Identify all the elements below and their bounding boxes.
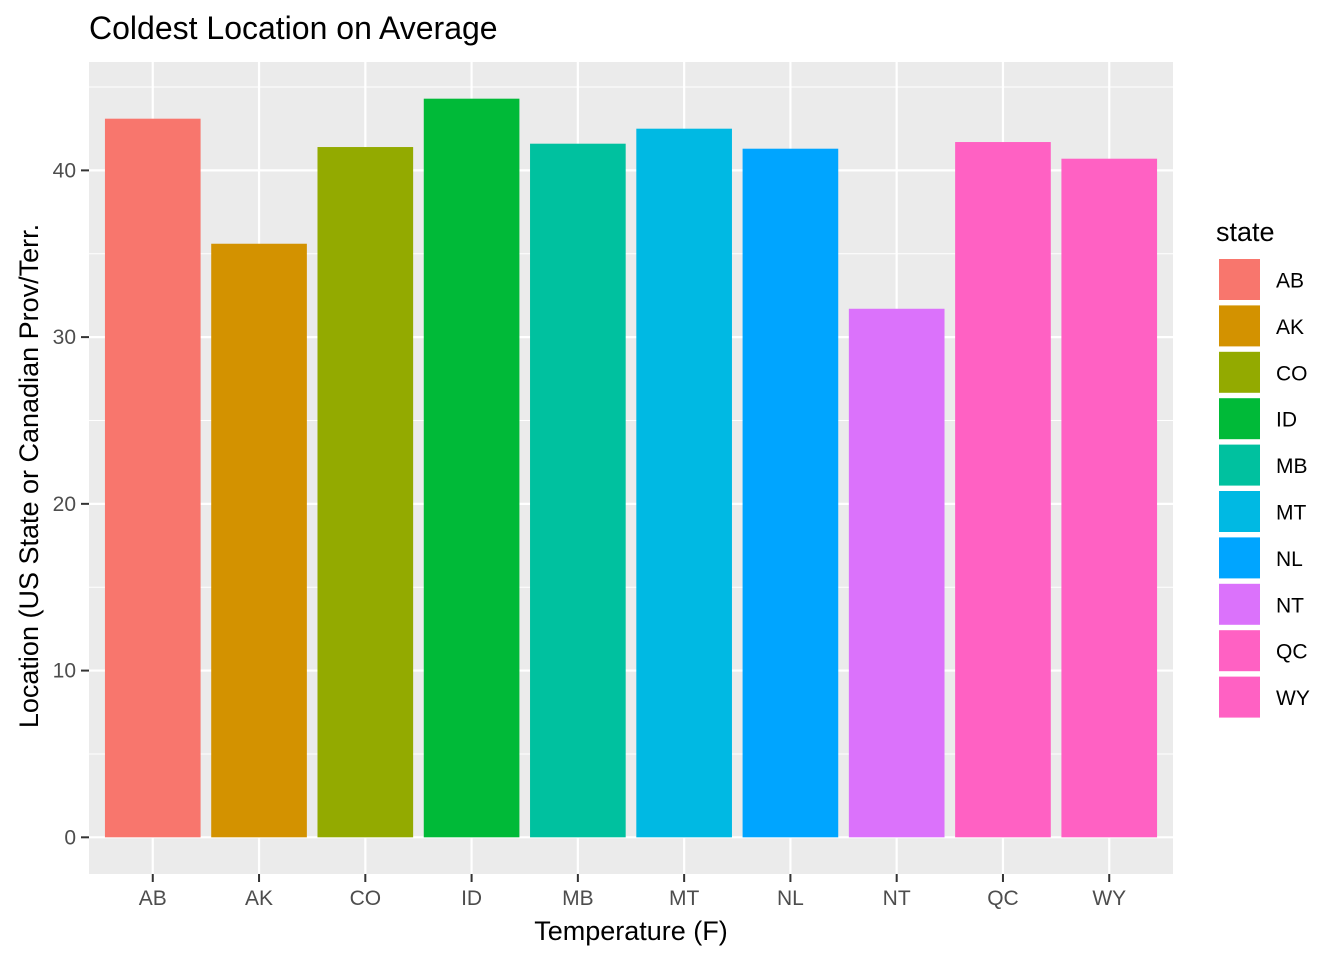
x-tick-label: NT [883, 887, 911, 910]
legend-key-mb [1217, 442, 1262, 488]
bar-nl [742, 148, 839, 838]
legend-key-nt [1217, 581, 1262, 627]
legend-label: WY [1276, 687, 1310, 710]
legend-label: MT [1276, 502, 1306, 525]
y-tick-label: 20 [53, 493, 76, 516]
legend-title: state [1216, 217, 1275, 247]
bar-ak [211, 243, 307, 838]
legend-label: QC [1276, 641, 1308, 664]
legend-key-id [1217, 396, 1262, 442]
bar-mb [530, 143, 626, 838]
bars [104, 98, 1158, 838]
bar-ab [104, 118, 201, 838]
legend-key-ak [1217, 303, 1262, 349]
legend-label: NL [1276, 548, 1303, 571]
y-axis-label: Location (US State or Canadian Prov/Terr… [14, 224, 44, 728]
bar-nt [848, 308, 945, 838]
y-tick-label: 0 [64, 826, 76, 849]
y-axis: 0 10 20 30 40 [53, 159, 89, 849]
legend-key-mt [1217, 489, 1262, 534]
legend-label: AK [1276, 316, 1304, 339]
legend-key-ab [1217, 257, 1262, 302]
legend: state AB AK CO ID MB MT NL NT QC WY [1216, 217, 1310, 720]
x-axis-label: Temperature (F) [534, 916, 728, 946]
chart-title: Coldest Location on Average [89, 10, 498, 46]
x-tick-label: QC [987, 887, 1019, 910]
x-tick-label: ID [461, 887, 482, 910]
legend-label: ID [1276, 409, 1297, 432]
x-tick-label: AB [139, 887, 167, 910]
bar-co [317, 147, 414, 838]
bar-mt [636, 128, 732, 838]
legend-label: MB [1276, 455, 1308, 478]
bar-wy [1061, 158, 1158, 838]
x-tick-label: AK [245, 887, 273, 910]
x-axis: AB AK CO ID MB MT NL NT QC WY [139, 874, 1126, 910]
legend-label: CO [1276, 362, 1308, 385]
x-tick-label: WY [1092, 887, 1126, 910]
x-tick-label: CO [350, 887, 382, 910]
x-tick-label: NL [777, 887, 804, 910]
legend-key-nl [1217, 535, 1262, 581]
legend-label: AB [1276, 270, 1304, 293]
legend-key-wy [1217, 674, 1262, 720]
y-tick-label: 10 [53, 660, 76, 683]
x-tick-label: MB [562, 887, 594, 910]
legend-key-co [1217, 349, 1262, 395]
x-tick-label: MT [669, 887, 699, 910]
bar-id [423, 98, 520, 838]
bar-qc [955, 142, 1051, 838]
legend-key-qc [1217, 628, 1262, 674]
y-tick-label: 30 [53, 326, 76, 349]
y-tick-label: 40 [53, 159, 76, 182]
legend-label: NT [1276, 594, 1304, 617]
